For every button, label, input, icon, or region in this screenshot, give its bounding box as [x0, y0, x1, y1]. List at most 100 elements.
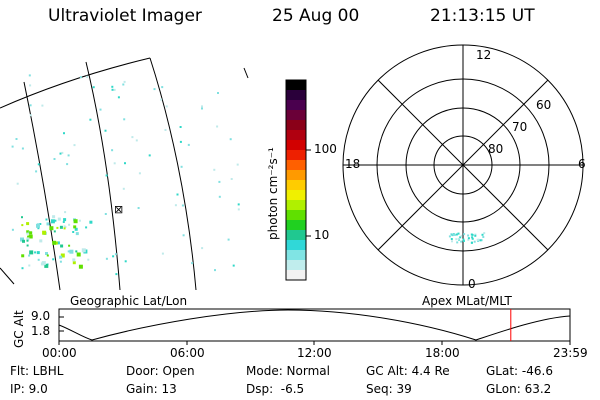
emission-pixel — [114, 253, 117, 256]
emission-pixel — [237, 208, 240, 211]
emission-pixel — [29, 250, 34, 255]
emission-pixel — [201, 105, 203, 108]
gc-alt-info: GC Alt: 4.4 Re — [366, 364, 450, 378]
colorbar-band — [286, 260, 306, 271]
emission-pixel — [236, 163, 239, 166]
emission-pixel — [26, 222, 30, 226]
orbit-xtick-label-18: 18:00 — [425, 346, 460, 360]
emission-pixel — [471, 236, 474, 239]
emission-pixel — [455, 238, 458, 241]
emission-pixel — [50, 219, 55, 224]
emission-pixel — [36, 251, 40, 255]
emission-pixel — [460, 234, 463, 237]
emission-pixel — [92, 86, 95, 89]
emission-pixel — [63, 132, 65, 135]
mode-info: Mode: Normal — [246, 364, 330, 378]
emission-pixel — [105, 174, 108, 177]
emission-pixel — [85, 226, 88, 229]
emission-pixel — [99, 108, 102, 111]
emission-pixel — [78, 219, 81, 222]
emission-pixel — [72, 261, 76, 265]
emission-pixel — [29, 104, 32, 107]
emission-pixel — [230, 178, 233, 180]
emission-pixel — [21, 216, 23, 219]
emission-pixel — [11, 228, 14, 231]
emission-pixel — [467, 234, 470, 237]
door-info: Door: Open — [126, 364, 195, 378]
colorbar-band — [286, 130, 306, 141]
emission-pixel — [81, 248, 86, 253]
emission-pixel — [75, 250, 78, 253]
emission-pixel — [60, 253, 65, 258]
emission-pixel — [21, 254, 25, 258]
colorbar — [286, 80, 306, 281]
emission-pixel — [237, 203, 240, 206]
emission-pixel — [138, 172, 141, 175]
emission-pixel — [39, 239, 43, 243]
emission-pixel — [16, 182, 19, 185]
emission-pixel — [73, 144, 76, 147]
colorbar-band — [286, 90, 306, 101]
emission-pixel — [78, 264, 83, 269]
emission-pixel — [34, 251, 37, 254]
emission-pixel — [73, 225, 77, 229]
emission-pixel — [67, 250, 70, 253]
spacecraft-marker: ⊠ — [114, 203, 123, 216]
emission-pixel — [28, 254, 31, 257]
emission-pixel — [67, 154, 70, 157]
emission-pixel — [41, 261, 46, 266]
colorbar-band — [286, 200, 306, 211]
emission-pixel — [56, 241, 60, 245]
emission-pixel — [89, 118, 92, 121]
emission-pixel — [41, 104, 44, 107]
emission-pixel — [229, 138, 232, 141]
colorbar-band — [286, 250, 306, 261]
colorbar-band — [286, 160, 306, 171]
time-label: 21:13:15 UT — [430, 6, 535, 26]
emission-pixel — [66, 163, 69, 166]
emission-pixel — [187, 143, 190, 146]
emission-pixel — [46, 222, 50, 226]
emission-pixel — [74, 227, 78, 231]
emission-pixel — [26, 230, 30, 234]
instrument-title: Ultraviolet Imager — [48, 6, 202, 26]
emission-pixel — [59, 152, 62, 155]
emission-pixel — [63, 227, 66, 230]
emission-pixel — [471, 233, 474, 236]
emission-pixel — [87, 258, 90, 261]
emission-pixel — [227, 238, 230, 241]
emission-pixel — [218, 180, 221, 183]
colorbar-unit-label: photon cm⁻²s⁻¹ — [266, 147, 280, 240]
orbit-plot-frame — [58, 308, 571, 342]
colorbar-band — [286, 230, 306, 241]
colorbar-label-100: 100 — [314, 142, 337, 156]
geographic-label: Geographic Lat/Lon — [70, 294, 188, 308]
emission-pixel — [111, 88, 114, 91]
polar-plot — [342, 44, 584, 286]
emission-pixel — [75, 232, 79, 236]
colorbar-band — [286, 240, 306, 251]
dsp-info: Dsp: -6.5 — [246, 382, 305, 396]
emission-pixel — [35, 170, 38, 173]
emission-pixel — [53, 230, 56, 233]
emission-pixel — [462, 238, 465, 241]
colorbar-band — [286, 100, 306, 111]
emission-pixel — [123, 80, 126, 83]
gain-info: Gain: 13 — [126, 382, 177, 396]
emission-pixel — [448, 235, 451, 238]
glon-info: GLon: 63.2 — [486, 382, 552, 396]
orbit-xtick-label-24: 23:59 — [553, 346, 588, 360]
emission-pixel — [111, 149, 114, 152]
emission-pixel — [59, 255, 63, 259]
emission-pixel — [61, 151, 64, 154]
lat-label-80: 80 — [488, 142, 504, 156]
emission-pixel — [463, 233, 466, 236]
emission-pixel — [473, 240, 476, 243]
emission-pixel — [201, 107, 203, 110]
emission-pixel — [28, 264, 31, 267]
emission-pixel — [20, 237, 24, 242]
emission-pixel — [112, 255, 115, 258]
emission-pixel — [131, 136, 134, 139]
emission-pixel — [179, 140, 182, 143]
